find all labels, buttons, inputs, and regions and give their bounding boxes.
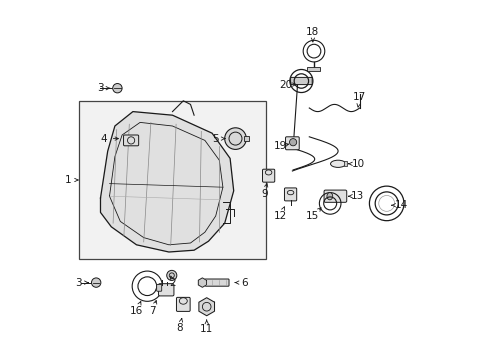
FancyBboxPatch shape — [123, 135, 139, 146]
Text: 3: 3 — [76, 278, 82, 288]
FancyBboxPatch shape — [262, 169, 274, 182]
Circle shape — [224, 128, 246, 149]
Text: 7: 7 — [149, 306, 156, 316]
Polygon shape — [101, 112, 233, 252]
Text: 13: 13 — [350, 191, 364, 201]
FancyBboxPatch shape — [285, 137, 299, 150]
Circle shape — [113, 84, 122, 93]
Bar — [307, 67, 320, 71]
Text: 1: 1 — [64, 175, 71, 185]
Polygon shape — [199, 298, 214, 316]
FancyBboxPatch shape — [284, 188, 296, 201]
Text: 5: 5 — [212, 134, 219, 144]
FancyBboxPatch shape — [176, 297, 190, 311]
Text: 18: 18 — [305, 27, 319, 37]
Ellipse shape — [330, 160, 345, 167]
Polygon shape — [198, 278, 206, 287]
FancyBboxPatch shape — [156, 284, 162, 291]
Circle shape — [91, 278, 101, 287]
Text: 20: 20 — [279, 80, 292, 90]
Bar — [343, 161, 346, 166]
Circle shape — [166, 270, 177, 280]
Circle shape — [289, 139, 296, 146]
Bar — [79, 101, 265, 259]
Text: 8: 8 — [176, 323, 183, 333]
Text: 19: 19 — [273, 141, 286, 151]
Text: 3: 3 — [97, 83, 103, 93]
Text: 9: 9 — [261, 189, 267, 199]
Text: 17: 17 — [352, 92, 366, 102]
FancyBboxPatch shape — [324, 190, 346, 202]
Ellipse shape — [326, 193, 332, 200]
Text: 10: 10 — [350, 159, 364, 169]
Text: 2: 2 — [169, 278, 176, 288]
Text: 14: 14 — [394, 200, 407, 210]
Text: 12: 12 — [273, 211, 286, 221]
FancyBboxPatch shape — [158, 284, 174, 296]
FancyBboxPatch shape — [290, 77, 311, 85]
Text: 11: 11 — [200, 324, 213, 334]
Bar — [244, 136, 248, 141]
Text: 16: 16 — [130, 306, 143, 316]
FancyBboxPatch shape — [200, 279, 228, 286]
Text: 6: 6 — [241, 278, 247, 288]
Text: 4: 4 — [101, 134, 107, 144]
Text: 15: 15 — [305, 211, 319, 221]
